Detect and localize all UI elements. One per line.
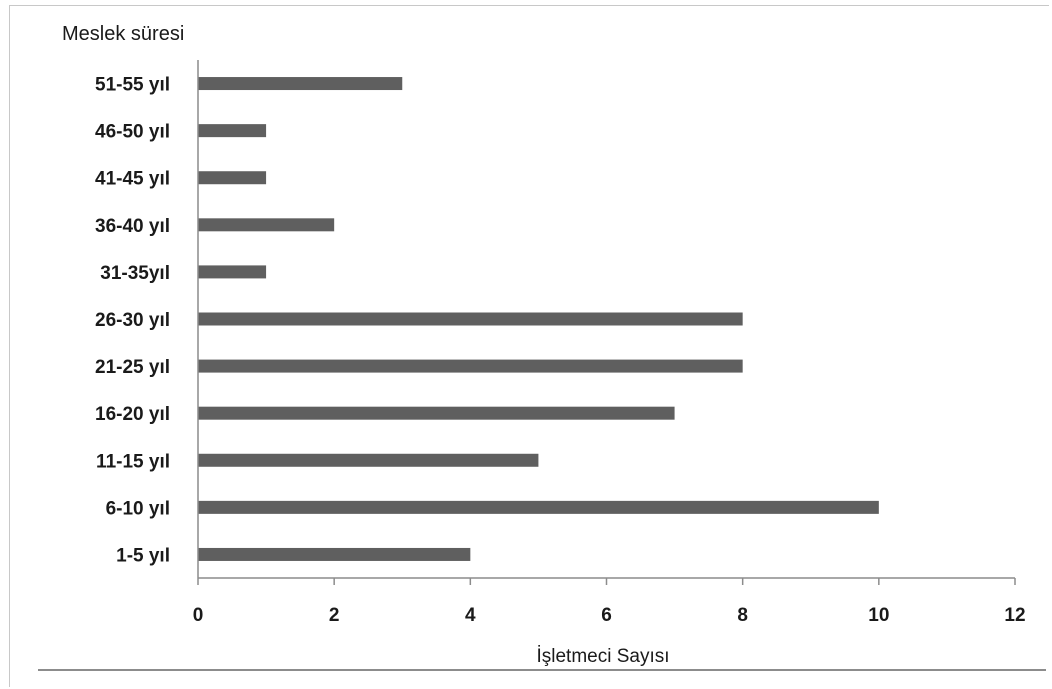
category-label-1: 6-10 yıl <box>106 498 170 519</box>
category-label-10: 51-55 yıl <box>95 75 170 96</box>
category-label-9: 46-50 yıl <box>95 122 170 143</box>
bar-7 <box>198 218 335 232</box>
category-label-4: 21-25 yıl <box>95 357 170 378</box>
category-label-8: 41-45 yıl <box>95 169 170 190</box>
x-tick-label-0: 0 <box>193 605 204 626</box>
bar-0 <box>198 547 471 561</box>
x-tick-label-6: 12 <box>1004 605 1025 626</box>
x-tick-label-4: 8 <box>737 605 748 626</box>
bar-9 <box>198 124 267 138</box>
x-tick-labels: 0 2 4 6 8 10 12 <box>193 605 1026 626</box>
bar-1 <box>198 500 879 514</box>
bar-6 <box>198 265 267 279</box>
category-labels: 1-5 yıl 6-10 yıl 11-15 yıl 16-20 yıl 21-25 y… <box>95 75 170 567</box>
category-label-7: 36-40 yıl <box>95 216 170 237</box>
category-label-0: 1-5 yıl <box>116 545 170 566</box>
chart-frame <box>9 5 1049 687</box>
x-tick-label-3: 6 <box>601 605 612 626</box>
x-axis-title: İşletmeci Sayısı <box>536 646 669 667</box>
category-label-3: 16-20 yıl <box>95 404 170 425</box>
bar-10 <box>198 77 403 91</box>
bar-2 <box>198 453 539 467</box>
category-label-6: 31-35yıl <box>100 263 170 284</box>
bar-3 <box>198 406 675 420</box>
bar-5 <box>198 312 743 326</box>
bar-4 <box>198 359 743 373</box>
x-tick-label-1: 2 <box>329 605 340 626</box>
x-tick-label-5: 10 <box>868 605 889 626</box>
bottom-rule <box>38 669 1046 671</box>
category-label-5: 26-30 yıl <box>95 310 170 331</box>
bars-layer <box>198 77 879 561</box>
bar-8 <box>198 171 267 185</box>
y-axis-title: Meslek süresi <box>62 23 184 45</box>
x-tick-label-2: 4 <box>465 605 476 626</box>
category-label-2: 11-15 yıl <box>96 451 170 472</box>
x-ticks <box>197 578 1016 585</box>
